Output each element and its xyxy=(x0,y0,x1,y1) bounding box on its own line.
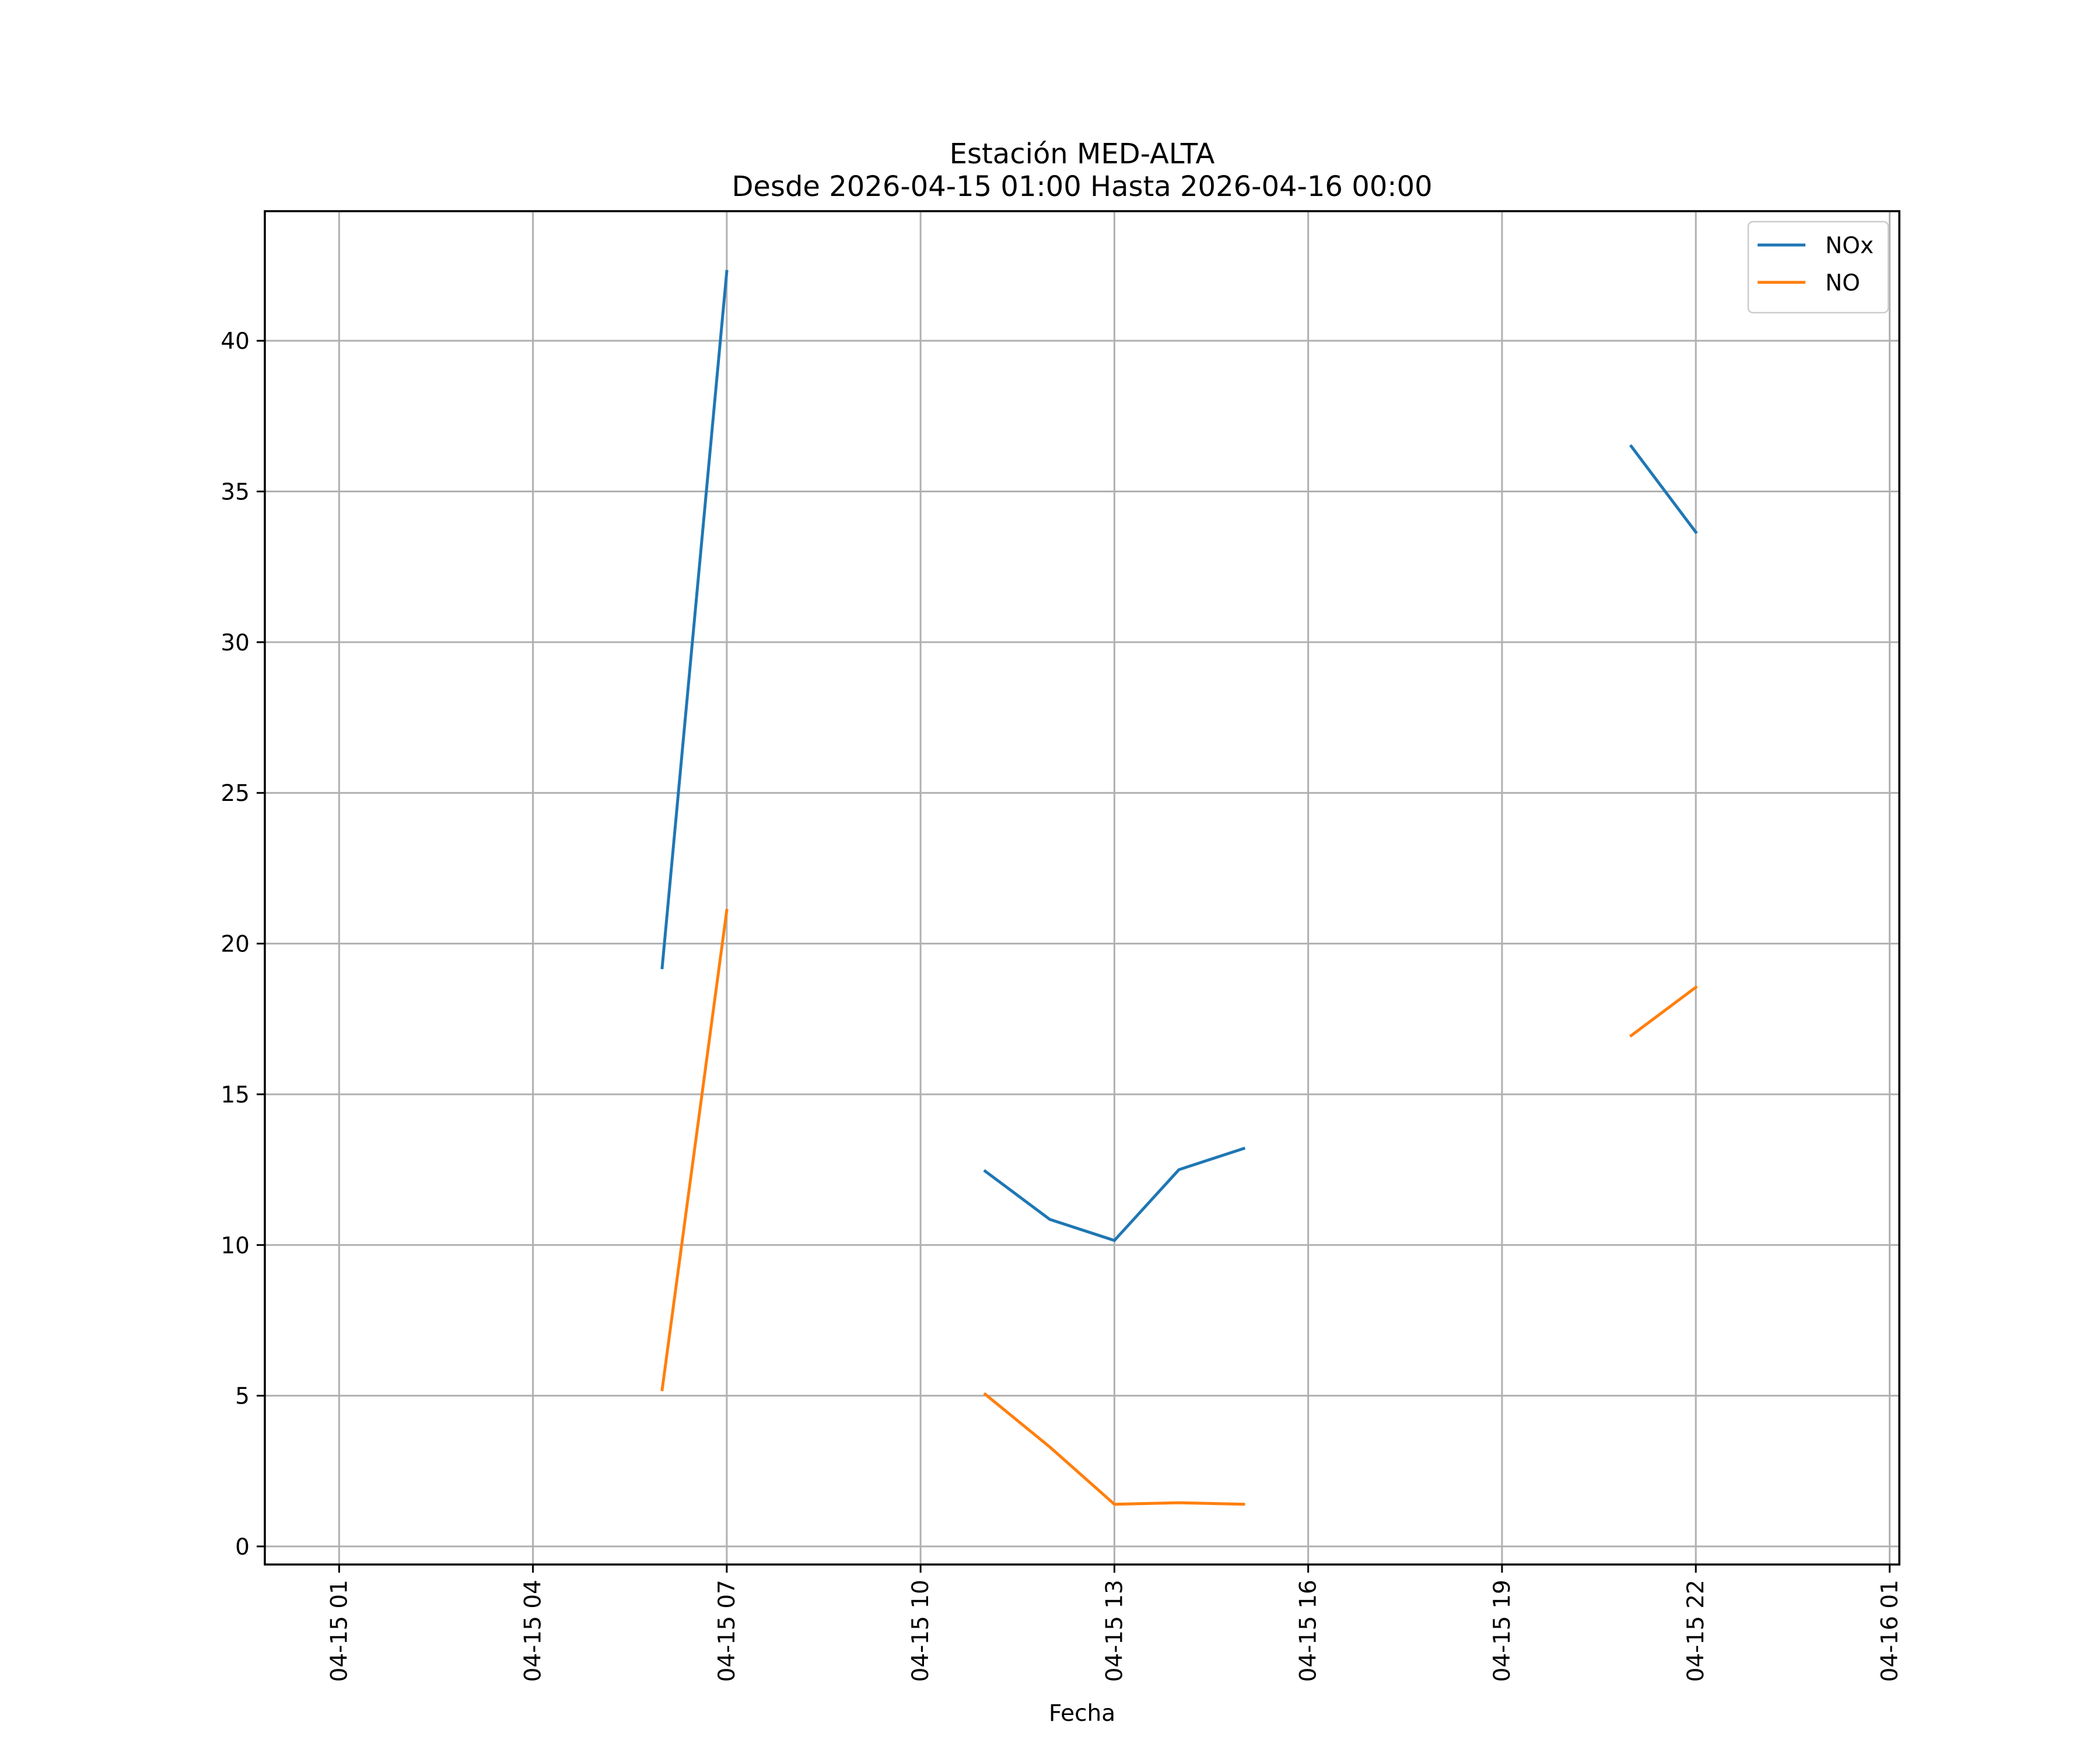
y-tick-label: 30 xyxy=(220,630,250,656)
y-tick-label: 15 xyxy=(220,1082,250,1108)
series-line-nox xyxy=(1629,444,1698,534)
legend-label: NO xyxy=(1825,270,1860,296)
y-tick-label: 20 xyxy=(220,932,250,958)
legend: NOx NO xyxy=(1747,220,1889,314)
plot-frame xyxy=(264,210,1901,1566)
x-tick-label: 04-15 10 xyxy=(908,1580,934,1682)
x-tick-label: 04-15 01 xyxy=(326,1580,352,1682)
series-line-nox xyxy=(983,1146,1246,1242)
series-lines xyxy=(660,270,1698,1506)
grid xyxy=(265,211,1899,1564)
series-line-no xyxy=(983,1392,1245,1506)
chart-title: Estación MED-ALTA xyxy=(950,138,1215,170)
y-tick-label: 35 xyxy=(220,480,250,506)
x-axis-label: Fecha xyxy=(1049,1700,1115,1727)
x-tick-label: 04-16 01 xyxy=(1877,1580,1903,1682)
y-tick-label: 25 xyxy=(220,780,250,807)
x-tick-label: 04-15 07 xyxy=(714,1580,740,1682)
x-tick-label: 04-15 22 xyxy=(1683,1580,1709,1682)
series-line-no xyxy=(660,908,729,1392)
y-tick-label: 0 xyxy=(235,1534,250,1560)
axis-ticks: 04-15 01 04-15 04 04-15 07 04-15 10 04-15 13… xyxy=(220,328,1903,1682)
series-no xyxy=(660,908,1698,1506)
chart-subtitle: Desde 2026-04-15 01:00 Hasta 2026-04-16 … xyxy=(732,170,1432,203)
x-tick-label: 04-15 13 xyxy=(1101,1580,1128,1682)
x-tick-label: 04-15 04 xyxy=(520,1580,547,1682)
series-line-no xyxy=(1629,985,1698,1038)
series-line-nox xyxy=(660,270,729,970)
x-tick-label: 04-15 16 xyxy=(1296,1580,1322,1682)
legend-label: NOx xyxy=(1825,233,1874,259)
y-tick-label: 5 xyxy=(235,1384,250,1410)
y-tick-label: 40 xyxy=(220,328,250,355)
y-tick-label: 10 xyxy=(220,1233,250,1259)
x-tick-label: 04-15 19 xyxy=(1489,1580,1516,1682)
series-nox xyxy=(660,270,1698,1242)
